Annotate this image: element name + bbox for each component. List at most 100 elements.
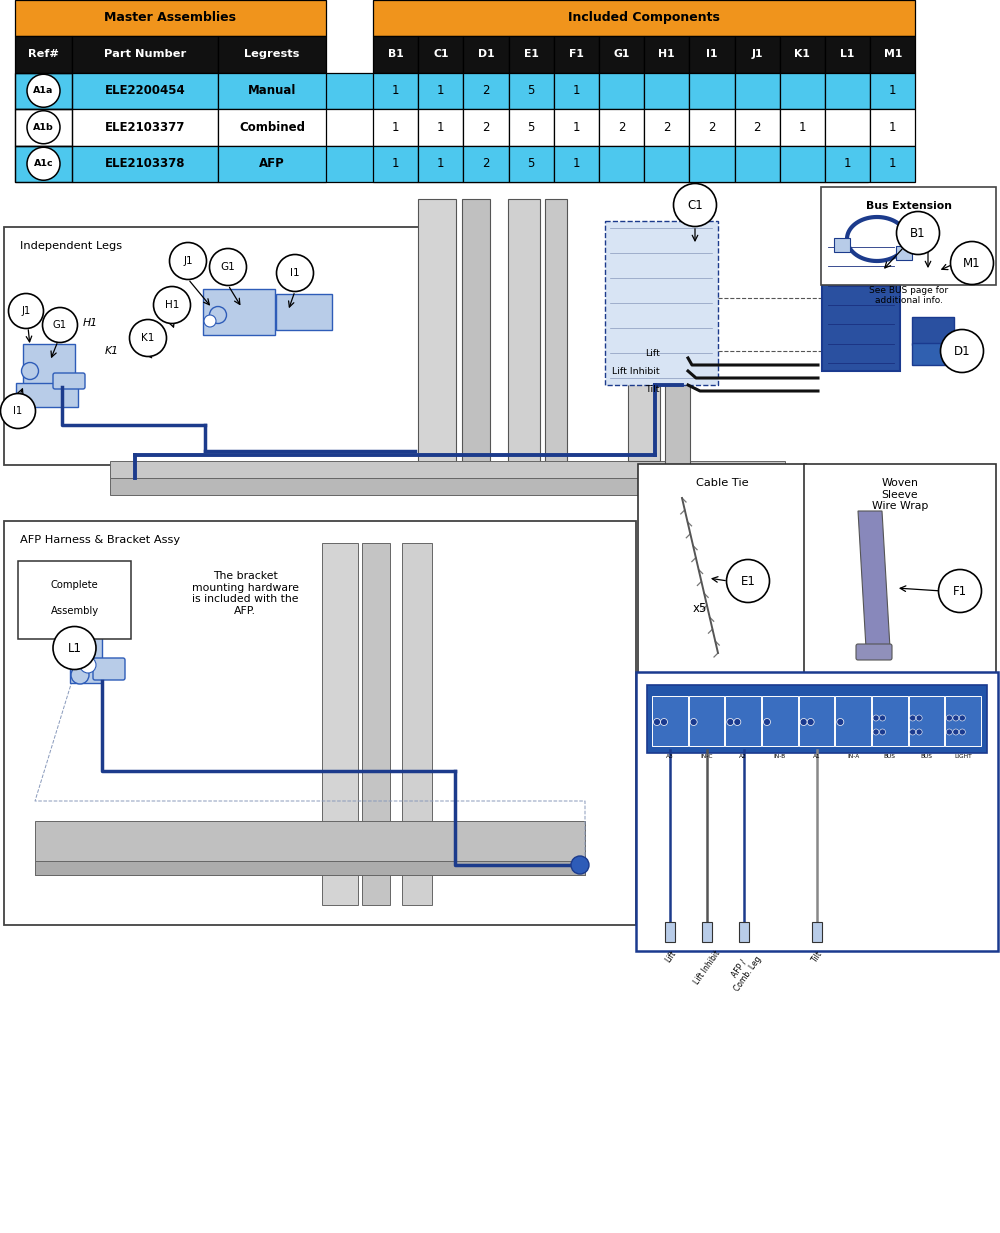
Circle shape bbox=[276, 254, 314, 291]
FancyBboxPatch shape bbox=[15, 109, 868, 145]
Circle shape bbox=[959, 729, 965, 735]
FancyBboxPatch shape bbox=[644, 36, 689, 73]
Text: B1: B1 bbox=[910, 227, 926, 239]
Text: Tilt: Tilt bbox=[810, 949, 824, 964]
FancyBboxPatch shape bbox=[636, 672, 998, 951]
Text: H1: H1 bbox=[82, 318, 98, 328]
FancyBboxPatch shape bbox=[872, 695, 908, 746]
Text: Lift Inhibit: Lift Inhibit bbox=[612, 366, 660, 376]
Text: C1: C1 bbox=[433, 49, 449, 59]
Text: 5: 5 bbox=[528, 121, 535, 133]
FancyBboxPatch shape bbox=[835, 695, 871, 746]
Circle shape bbox=[130, 319, 166, 356]
Text: Combined: Combined bbox=[239, 121, 305, 133]
Circle shape bbox=[734, 719, 741, 725]
FancyBboxPatch shape bbox=[725, 695, 761, 746]
Circle shape bbox=[154, 286, 190, 323]
Circle shape bbox=[938, 570, 982, 613]
FancyBboxPatch shape bbox=[870, 73, 915, 109]
Text: Tilt: Tilt bbox=[646, 385, 660, 393]
Text: J1: J1 bbox=[21, 306, 31, 316]
Text: AFP /
Comb. Leg: AFP / Comb. Leg bbox=[724, 949, 763, 994]
Circle shape bbox=[873, 715, 879, 721]
FancyBboxPatch shape bbox=[780, 36, 825, 73]
FancyBboxPatch shape bbox=[896, 247, 912, 260]
Circle shape bbox=[800, 719, 807, 725]
Text: LIGHT: LIGHT bbox=[954, 755, 972, 760]
Text: 1: 1 bbox=[889, 158, 897, 170]
Text: A2: A2 bbox=[739, 755, 747, 760]
FancyBboxPatch shape bbox=[870, 109, 915, 145]
Circle shape bbox=[571, 856, 589, 874]
Text: 2: 2 bbox=[708, 121, 716, 133]
Polygon shape bbox=[785, 478, 855, 525]
Circle shape bbox=[959, 715, 965, 721]
FancyBboxPatch shape bbox=[203, 289, 275, 335]
FancyBboxPatch shape bbox=[462, 199, 490, 471]
Text: Lift Inhibit: Lift Inhibit bbox=[692, 949, 722, 986]
Text: 2: 2 bbox=[482, 158, 490, 170]
Text: 1: 1 bbox=[844, 158, 851, 170]
Text: Legrests: Legrests bbox=[244, 49, 300, 59]
FancyBboxPatch shape bbox=[276, 293, 332, 330]
Circle shape bbox=[42, 307, 78, 343]
Text: H1: H1 bbox=[165, 300, 179, 309]
FancyBboxPatch shape bbox=[735, 73, 780, 109]
FancyBboxPatch shape bbox=[508, 199, 540, 471]
Circle shape bbox=[873, 729, 879, 735]
Circle shape bbox=[204, 314, 216, 327]
FancyBboxPatch shape bbox=[825, 109, 870, 145]
Circle shape bbox=[660, 719, 668, 725]
FancyBboxPatch shape bbox=[834, 238, 850, 252]
Text: E1: E1 bbox=[524, 49, 539, 59]
Text: Ref#: Ref# bbox=[28, 49, 59, 59]
Circle shape bbox=[951, 242, 994, 285]
Polygon shape bbox=[35, 821, 585, 875]
FancyBboxPatch shape bbox=[665, 252, 690, 471]
FancyBboxPatch shape bbox=[402, 543, 432, 905]
FancyBboxPatch shape bbox=[418, 109, 463, 145]
Text: 2: 2 bbox=[753, 121, 761, 133]
Circle shape bbox=[837, 719, 844, 725]
Text: 1: 1 bbox=[889, 121, 897, 133]
FancyBboxPatch shape bbox=[735, 145, 780, 182]
Polygon shape bbox=[110, 461, 785, 478]
Text: BUS: BUS bbox=[920, 755, 932, 760]
FancyBboxPatch shape bbox=[15, 73, 868, 109]
FancyBboxPatch shape bbox=[373, 0, 915, 36]
FancyBboxPatch shape bbox=[644, 145, 689, 182]
FancyBboxPatch shape bbox=[545, 199, 567, 471]
FancyBboxPatch shape bbox=[53, 374, 85, 388]
FancyBboxPatch shape bbox=[825, 73, 870, 109]
Circle shape bbox=[22, 363, 38, 380]
FancyBboxPatch shape bbox=[218, 73, 326, 109]
FancyBboxPatch shape bbox=[373, 73, 418, 109]
Polygon shape bbox=[110, 478, 785, 494]
Text: C1: C1 bbox=[687, 199, 703, 212]
Circle shape bbox=[674, 184, 716, 227]
Text: x5: x5 bbox=[693, 602, 707, 614]
Text: F1: F1 bbox=[953, 584, 967, 598]
FancyBboxPatch shape bbox=[72, 109, 218, 145]
Text: I1: I1 bbox=[706, 49, 718, 59]
Text: 1: 1 bbox=[573, 84, 580, 97]
FancyBboxPatch shape bbox=[72, 73, 218, 109]
Text: Independent Legs: Independent Legs bbox=[20, 240, 122, 252]
FancyBboxPatch shape bbox=[418, 145, 463, 182]
Text: Part Number: Part Number bbox=[104, 49, 186, 59]
FancyBboxPatch shape bbox=[16, 383, 78, 407]
FancyBboxPatch shape bbox=[821, 187, 996, 285]
Text: G1: G1 bbox=[613, 49, 630, 59]
FancyBboxPatch shape bbox=[780, 109, 825, 145]
Text: 1: 1 bbox=[437, 158, 445, 170]
Circle shape bbox=[953, 715, 959, 721]
FancyBboxPatch shape bbox=[418, 199, 456, 471]
FancyBboxPatch shape bbox=[599, 36, 644, 73]
FancyBboxPatch shape bbox=[739, 922, 749, 942]
FancyBboxPatch shape bbox=[945, 695, 981, 746]
FancyBboxPatch shape bbox=[689, 695, 724, 746]
FancyBboxPatch shape bbox=[463, 145, 509, 182]
FancyBboxPatch shape bbox=[735, 36, 780, 73]
FancyBboxPatch shape bbox=[554, 145, 599, 182]
Text: ELE2103378: ELE2103378 bbox=[105, 158, 185, 170]
